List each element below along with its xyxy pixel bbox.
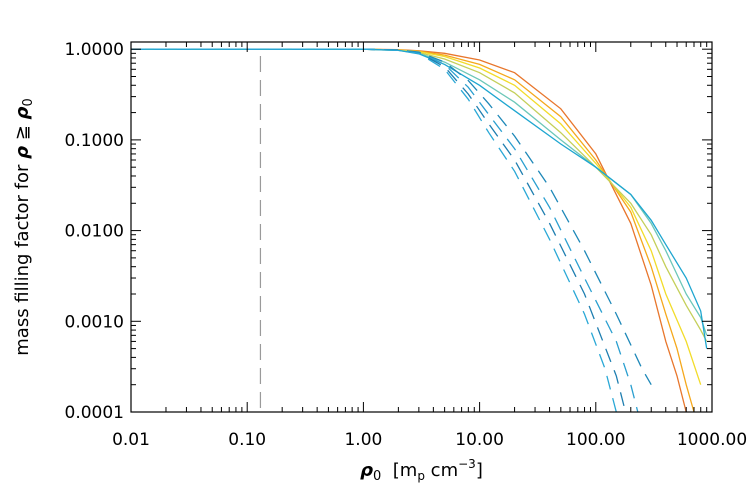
y-tick-label: 0.0010	[65, 312, 124, 332]
x-tick-label: 1000.00	[677, 430, 747, 450]
x-tick-label: 1.00	[344, 430, 382, 450]
x-axis-title: ρ0 [mp cm−3]	[360, 457, 483, 484]
x-tick-label: 10.00	[455, 430, 504, 450]
plot-frame	[130, 41, 713, 413]
y-tick-label: 1.0000	[65, 40, 124, 60]
series-layer	[131, 48, 708, 413]
y-axis-title: mass filling factor for ρ ≧ ρ0	[12, 98, 36, 355]
series-line-6	[131, 48, 708, 349]
y-tick-label: 0.1000	[65, 131, 124, 151]
series-line-10	[131, 48, 617, 413]
series-line-7	[131, 48, 652, 386]
y-axis-ticks: 0.0001 0.0010 0.0100 0.1000 1.0000	[65, 40, 712, 423]
y-tick-label: 0.0100	[65, 222, 124, 242]
x-tick-label: 0.01	[112, 430, 150, 450]
y-tick-label: 0.0001	[65, 403, 124, 423]
x-tick-label: 0.10	[228, 430, 266, 450]
x-tick-label: 100.00	[566, 430, 625, 450]
series-line-8	[131, 48, 639, 413]
x-axis-ticks: 0.01 0.10 1.00 10.00 100.00 1000.00	[112, 42, 747, 450]
